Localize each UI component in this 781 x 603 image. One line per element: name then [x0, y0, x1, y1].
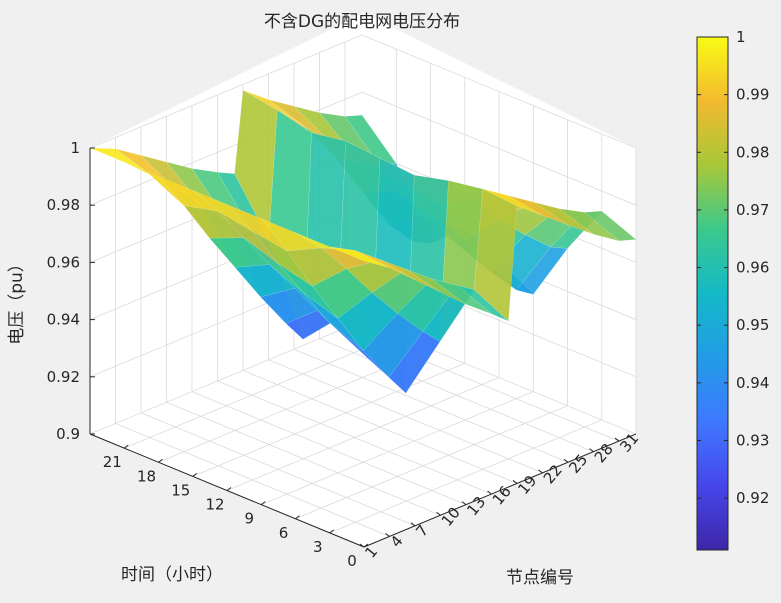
floor-grid-line: [124, 334, 397, 449]
tick-label: 0.92: [736, 489, 769, 507]
colorbar: 0.92 0.93 0.94 0.95 0.96 0.97 0.98 0.99 1: [696, 28, 769, 551]
surface-patch: [234, 89, 278, 241]
node-tick-mark: [385, 533, 390, 537]
node-tick-mark: [614, 437, 620, 442]
node-tick-mark: [461, 501, 467, 506]
node-tick-mark: [436, 511, 441, 516]
tick-label: 0.98: [47, 196, 80, 214]
time-axis-label: 时间（小时）: [121, 565, 223, 585]
tick-label: 1: [736, 28, 746, 46]
floor-grid-line: [329, 419, 602, 534]
surface-patch: [584, 210, 637, 242]
z-axis-ticks: 0.9 0.92 0.94 0.96 0.98 1: [47, 139, 95, 443]
tick-label: 0: [347, 552, 357, 570]
node-tick-mark: [359, 543, 365, 548]
time-tick-mark: [363, 543, 369, 548]
tick-label: 6: [279, 524, 289, 542]
tick-label: 0.96: [736, 259, 769, 277]
chart-title: 不含DG的配电网电压分布: [264, 12, 460, 32]
tick-label: 0.97: [736, 201, 769, 219]
node-axis-line: [363, 433, 637, 548]
tick-label: 21: [103, 453, 122, 471]
node-tick-mark: [512, 480, 518, 484]
floor-grid-line: [192, 363, 465, 477]
time-tick-mark: [260, 501, 266, 506]
surface-patch: [311, 268, 373, 319]
node-tick-mark: [410, 522, 416, 527]
tick-label: 7: [412, 521, 432, 540]
tick-label: 15: [171, 481, 190, 499]
tick-label: 0.9: [56, 425, 80, 443]
wall-grid-line: [89, 34, 363, 149]
tick-label: 0.94: [736, 374, 769, 392]
time-axis-ticks: 0 3 6 9 12 15 18 21: [103, 444, 369, 570]
wall-grid-line: [361, 91, 637, 206]
time-tick-mark: [192, 472, 198, 477]
time-tick-mark: [123, 444, 129, 449]
floor-plane: [90, 291, 636, 547]
node-axis-label: 节点编号: [506, 568, 574, 588]
tick-label: 1: [70, 139, 80, 157]
surface-patch: [508, 195, 569, 226]
tick-label: 0.96: [47, 253, 80, 271]
colorbar-ticks: 0.92 0.93 0.94 0.95 0.96 0.97 0.98 0.99 1: [697, 28, 769, 507]
surface-patch: [533, 201, 594, 235]
node-tick-mark: [487, 490, 492, 495]
surface-patch: [260, 218, 322, 252]
surface-patch: [89, 147, 150, 175]
tick-label: 0.99: [736, 86, 769, 104]
tick-label: 18: [137, 467, 156, 485]
tick-label: 9: [245, 510, 255, 528]
node-tick-mark: [538, 469, 543, 474]
surface-patch: [234, 264, 296, 298]
time-tick-mark: [329, 529, 335, 534]
tick-label: 0.93: [736, 432, 769, 450]
voltage-surface: [89, 89, 637, 394]
tick-label: 4: [387, 532, 407, 551]
floor-grid-line: [226, 377, 500, 491]
tick-label: 0.92: [47, 368, 80, 386]
time-tick-mark: [158, 458, 163, 463]
tick-label: 0.95: [736, 316, 769, 334]
time-tick-mark: [226, 487, 232, 491]
surface-patch: [559, 208, 620, 242]
surface-patch: [355, 250, 416, 281]
colorbar-gradient: [696, 36, 729, 551]
tick-label: 0.98: [736, 143, 769, 161]
z-axis-label: 电压（pu）: [7, 255, 27, 345]
wall-grid-line: [89, 320, 363, 435]
time-tick-mark: [295, 515, 300, 520]
tick-label: 1: [361, 543, 381, 562]
wall-grid-line: [361, 34, 637, 149]
wall-grid-line: [89, 91, 363, 206]
floor-grid-line: [261, 391, 534, 505]
tick-label: 0.94: [47, 311, 80, 329]
tick-label: 12: [205, 496, 224, 514]
node-tick-mark: [563, 458, 569, 463]
tick-label: 3: [313, 538, 323, 556]
floor-grid-line: [295, 405, 568, 520]
surface-patch: [329, 246, 390, 268]
node-tick-mark: [589, 448, 594, 453]
